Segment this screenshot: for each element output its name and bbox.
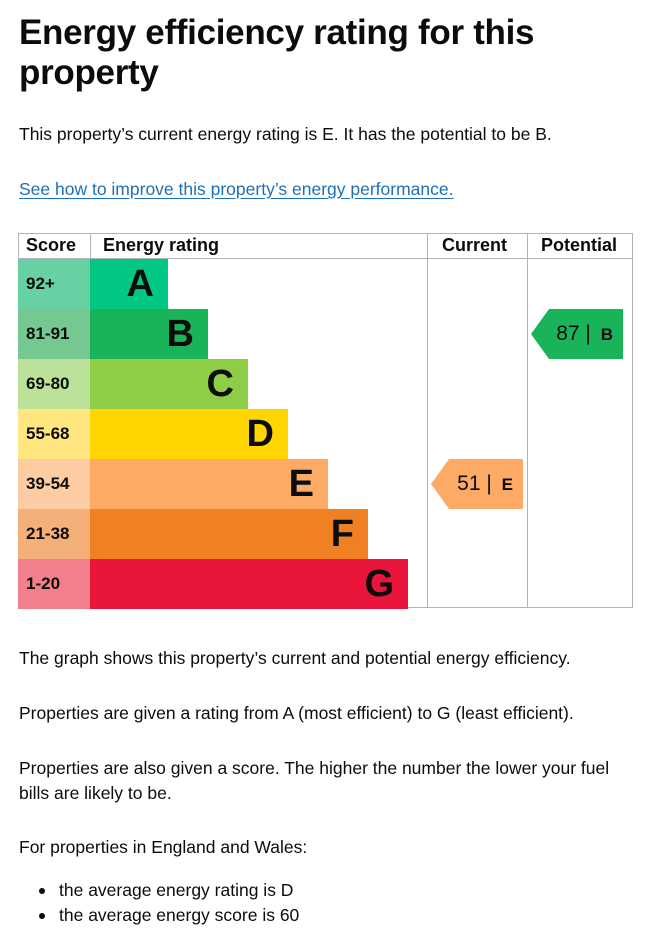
band-letter: B bbox=[166, 313, 194, 355]
band-score: 39-54 bbox=[18, 459, 90, 509]
current-rating-arrow: 51 | E bbox=[431, 459, 523, 509]
band-bar: C bbox=[90, 359, 248, 409]
band-letter: G bbox=[364, 563, 394, 605]
potential-rating-label: 87 | B bbox=[556, 309, 613, 360]
averages-list: the average energy rating is D the avera… bbox=[19, 878, 299, 928]
band-score: 69-80 bbox=[18, 359, 90, 409]
current-rating-label: 51 | E bbox=[457, 459, 513, 510]
band-bar: D bbox=[90, 409, 288, 459]
england-wales-intro: For properties in England and Wales: bbox=[19, 837, 308, 857]
current-separator: | bbox=[486, 472, 492, 495]
score-header: Score bbox=[26, 235, 77, 255]
band-letter: F bbox=[330, 513, 354, 555]
energy-rating-graph: Score Energy rating Current Potential 92… bbox=[18, 233, 633, 609]
potential-header: Potential bbox=[541, 235, 618, 255]
intro-text: This property’s current energy rating is… bbox=[19, 124, 552, 144]
band-score: 81-91 bbox=[18, 309, 90, 359]
energy-rating-header: Energy rating bbox=[103, 235, 220, 255]
band-letter: D bbox=[246, 413, 274, 455]
potential-letter: B bbox=[600, 325, 613, 344]
page-title: Energy efficiency rating for this proper… bbox=[19, 13, 535, 92]
band-bar: F bbox=[90, 509, 368, 559]
improve-link-wrap: See how to improve this property’s energ… bbox=[19, 177, 639, 202]
band-bar: B bbox=[90, 309, 208, 359]
band-bar: E bbox=[90, 459, 328, 509]
band-letter: E bbox=[288, 463, 314, 505]
band-letter: A bbox=[126, 263, 154, 305]
potential-score: 87 bbox=[556, 322, 580, 345]
improve-performance-link[interactable]: See how to improve this property’s energ… bbox=[19, 179, 454, 199]
explanation-ratings: Properties are given a rating from A (mo… bbox=[19, 703, 574, 723]
band-score: 55-68 bbox=[18, 409, 90, 459]
explanation-graph: The graph shows this property’s current … bbox=[19, 648, 571, 668]
potential-arrow-shape bbox=[531, 309, 623, 359]
list-item: the average energy score is 60 bbox=[19, 903, 299, 928]
current-arrow-shape bbox=[431, 459, 523, 509]
list-item: the average energy rating is D bbox=[19, 878, 299, 903]
current-header: Current bbox=[442, 235, 508, 255]
band-score: 92+ bbox=[18, 259, 90, 309]
current-score: 51 bbox=[457, 472, 481, 495]
band-bar: G bbox=[90, 559, 408, 609]
potential-separator: | bbox=[585, 322, 591, 345]
band-letter: C bbox=[206, 363, 234, 405]
band-score: 1-20 bbox=[18, 559, 90, 609]
current-letter: E bbox=[501, 475, 513, 494]
band-bar: A bbox=[90, 259, 168, 309]
explanation-score: Properties are also given a score. The h… bbox=[19, 758, 610, 803]
band-score: 21-38 bbox=[18, 509, 90, 559]
potential-rating-arrow: 87 | B bbox=[531, 309, 623, 359]
